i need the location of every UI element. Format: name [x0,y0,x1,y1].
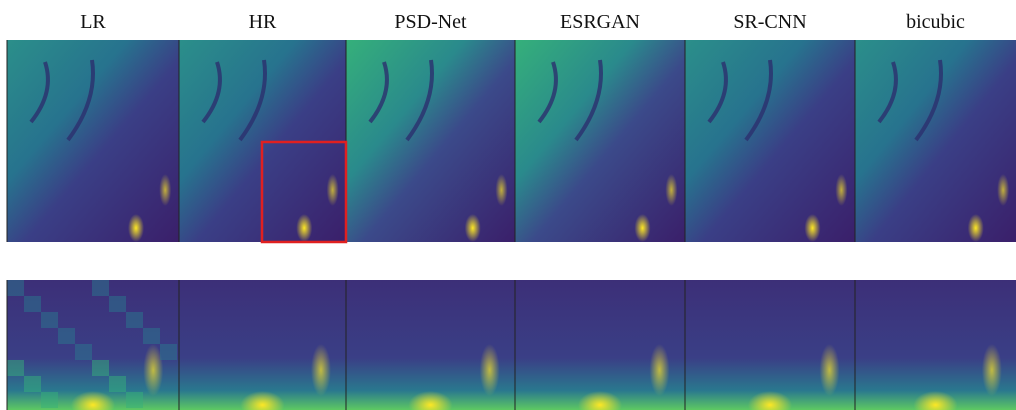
pixel [75,344,92,360]
bright-spot [650,344,670,396]
bright-spot [327,174,339,206]
image-bottom [346,280,515,410]
pixel [7,360,24,376]
column-label: ESRGAN [560,11,640,33]
bright-spot [296,214,312,242]
bright-spot [159,174,171,206]
image-top [346,40,515,242]
pixel [126,312,143,328]
pixel [160,344,177,360]
image-bottom [855,280,1016,410]
bright-spot [805,214,821,242]
image-top [855,40,1016,242]
pixel [24,376,41,392]
pixel [7,280,24,296]
pixel [92,360,109,376]
bright-spot [835,174,847,206]
bright-spot [997,174,1009,206]
column-label: SR-CNN [733,11,806,33]
bright-spot [968,214,984,242]
column-label: PSD-Net [394,11,467,33]
bright-spot [495,174,507,206]
pixel [24,296,41,312]
image-bottom [7,280,179,410]
bright-spot [635,214,651,242]
pixel [109,376,126,392]
image-bottom [685,280,855,410]
bright-spot [665,174,677,206]
pixel [41,312,58,328]
pixel [58,328,75,344]
image-bottom [179,280,346,410]
bright-spot [465,214,481,242]
column-label: LR [80,11,106,33]
pixel [41,392,58,408]
image-top [685,40,855,242]
figure: LR HR PSD-Net ESRGAN SR-CNN bicubic [0,0,1016,410]
pixel [143,328,160,344]
bright-spot [311,344,331,396]
column-label: bicubic [906,11,965,33]
image-top [515,40,685,242]
bright-spot [820,344,840,396]
pixel [109,296,126,312]
image-bottom [515,280,685,410]
pixel [126,392,143,408]
image [855,40,1016,242]
image-top [7,40,179,242]
bright-spot [982,344,1002,396]
pixel [92,280,109,296]
bright-spot [480,344,500,396]
column-label: HR [249,11,277,33]
bright-spot [128,214,144,242]
